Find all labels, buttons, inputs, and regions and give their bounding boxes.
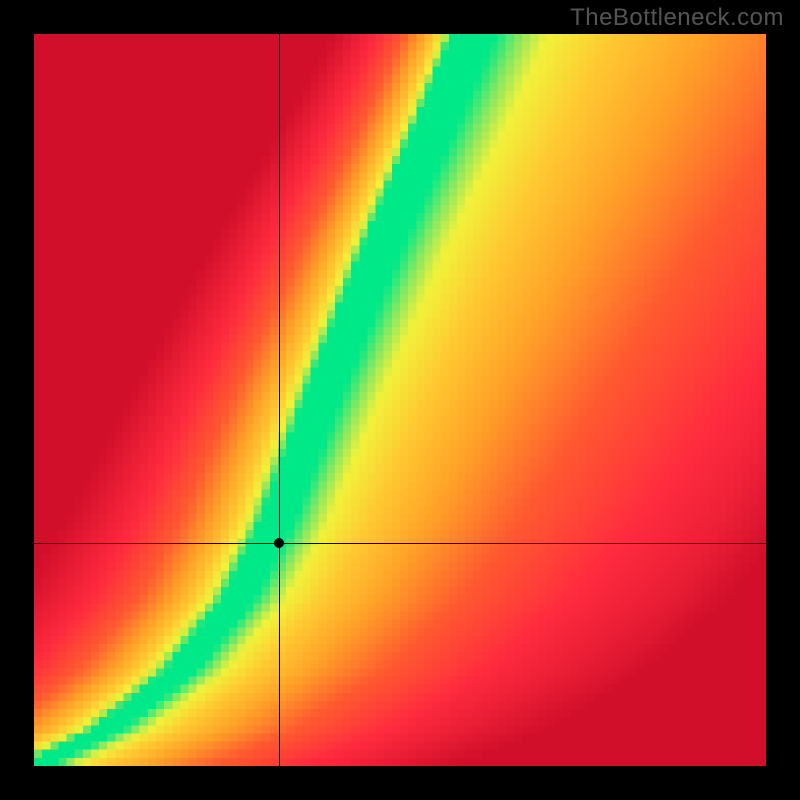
crosshair-vertical [279, 34, 280, 766]
heatmap-plot-area [34, 34, 766, 766]
watermark-text: TheBottleneck.com [570, 4, 784, 32]
data-point-marker [274, 538, 284, 548]
heatmap-canvas [34, 34, 766, 766]
crosshair-horizontal [34, 543, 766, 544]
